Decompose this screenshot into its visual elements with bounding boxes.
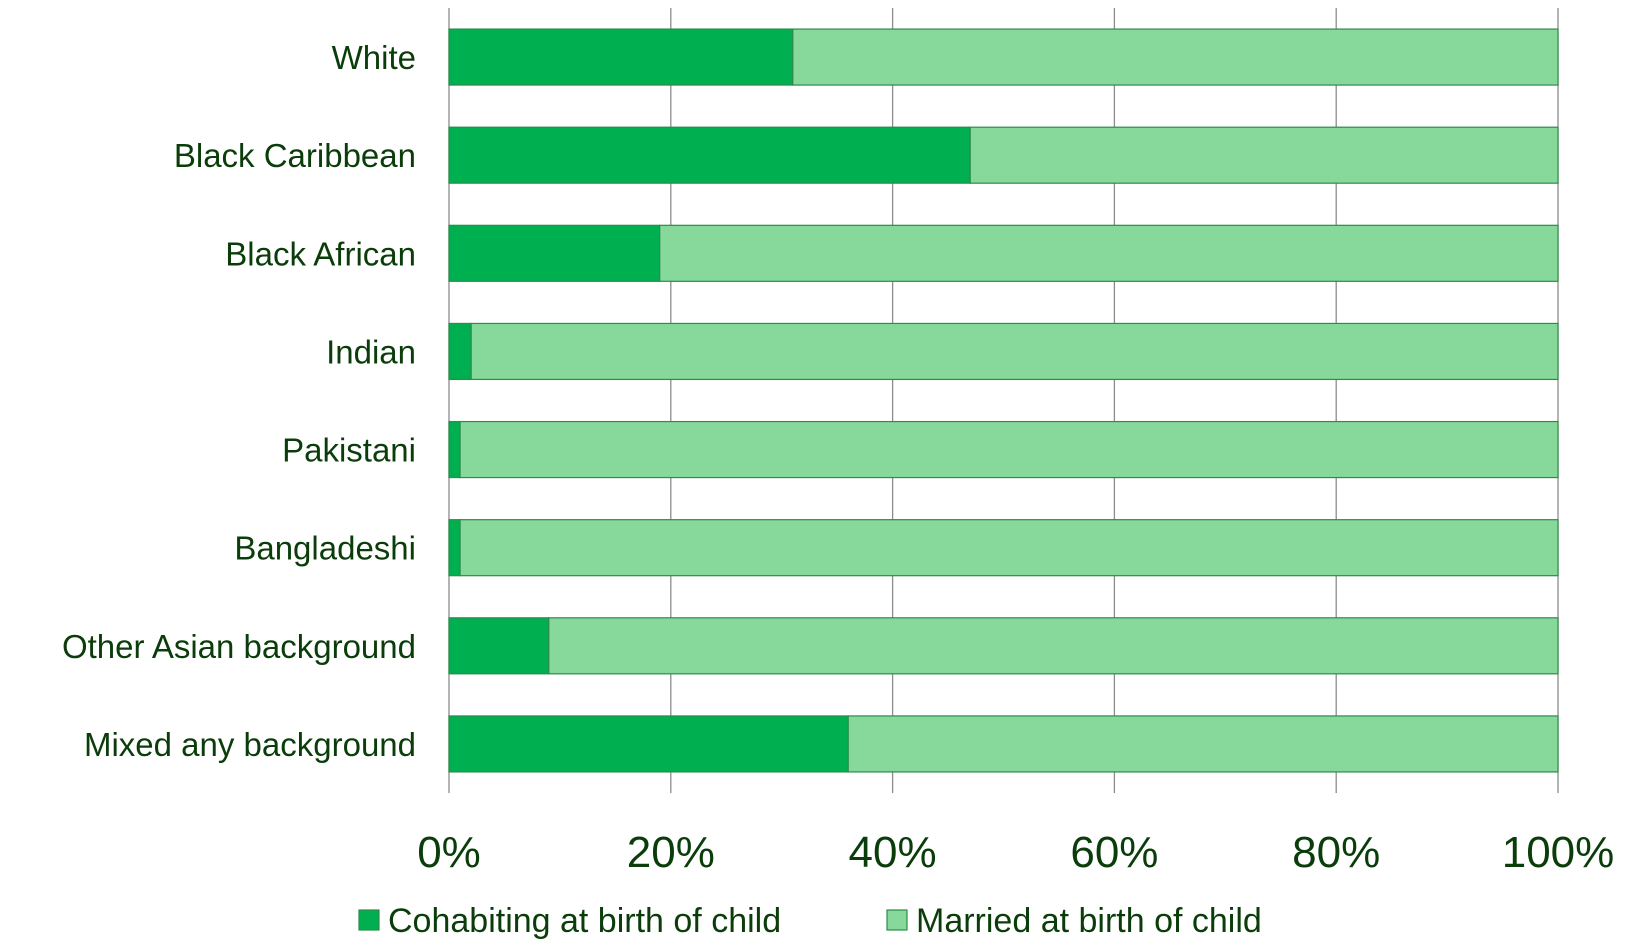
bar-married bbox=[459, 519, 1559, 577]
bar-married bbox=[969, 126, 1559, 184]
legend-swatch bbox=[886, 909, 908, 931]
category-label: Black African bbox=[225, 235, 416, 272]
x-tick-labels: 0% 20% 40% 60% 80% 100% bbox=[417, 828, 1614, 877]
category-label: White bbox=[332, 39, 416, 76]
legend-swatch bbox=[358, 909, 380, 931]
bars bbox=[448, 28, 1559, 773]
bar-cohabiting bbox=[448, 617, 550, 675]
category-label: Indian bbox=[326, 333, 416, 370]
category-label: Bangladeshi bbox=[234, 530, 416, 567]
category-label: Pakistani bbox=[282, 432, 416, 469]
x-tick-label: 100% bbox=[1502, 828, 1615, 877]
bar-cohabiting bbox=[448, 519, 461, 577]
bar-cohabiting bbox=[448, 126, 971, 184]
gridlines bbox=[448, 8, 1559, 793]
category-label: Black Caribbean bbox=[174, 137, 416, 174]
x-tick-label: 0% bbox=[417, 828, 481, 877]
category-label: Other Asian background bbox=[62, 628, 416, 665]
x-tick-label: 60% bbox=[1070, 828, 1158, 877]
x-tick-label: 40% bbox=[849, 828, 937, 877]
x-tick-label: 80% bbox=[1292, 828, 1380, 877]
legend-label: Married at birth of child bbox=[916, 902, 1262, 940]
bar-cohabiting bbox=[448, 322, 472, 381]
bar-cohabiting bbox=[448, 224, 661, 282]
legend: Cohabiting at birth of child Married at b… bbox=[358, 902, 1262, 940]
bar-married bbox=[659, 224, 1559, 282]
category-labels: White Black Caribbean Black African Indian P… bbox=[62, 39, 416, 763]
x-tick-label: 20% bbox=[627, 828, 715, 877]
bar-married bbox=[459, 420, 1559, 479]
category-label: Mixed any background bbox=[84, 726, 416, 763]
bar-married bbox=[548, 617, 1559, 675]
bar-cohabiting bbox=[448, 420, 461, 479]
bar-married bbox=[470, 322, 1559, 381]
legend-label: Cohabiting at birth of child bbox=[388, 902, 781, 940]
bar-cohabiting bbox=[448, 28, 794, 86]
bar-married bbox=[847, 715, 1559, 773]
bar-cohabiting bbox=[448, 715, 849, 773]
bar-married bbox=[792, 28, 1559, 86]
